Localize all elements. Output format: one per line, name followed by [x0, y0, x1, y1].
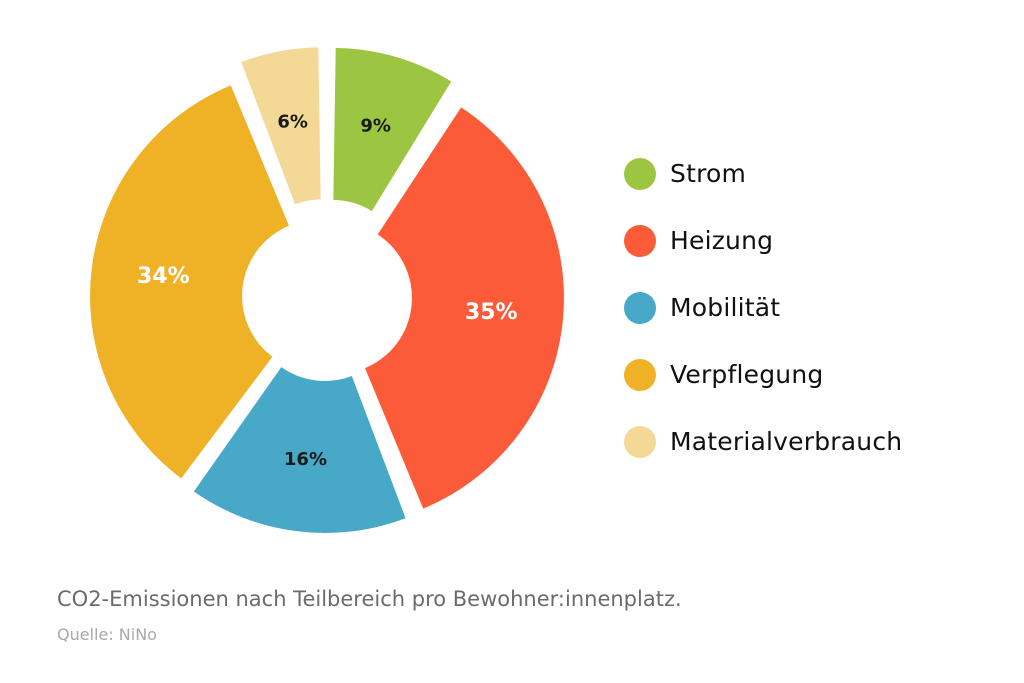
legend-label: Heizung	[670, 226, 774, 255]
slice-verpflegung	[90, 85, 289, 479]
legend-label: Materialverbrauch	[670, 427, 903, 456]
chart-source: Quelle: NiNo	[57, 625, 157, 644]
legend-label: Verpflegung	[670, 360, 824, 389]
donut-chart: 9% 35% 16% 34% 6%	[90, 47, 564, 533]
legend-item-materialverbrauch: Materialverbrauch	[624, 408, 902, 475]
legend-swatch	[624, 224, 656, 257]
legend-label: Strom	[670, 159, 747, 188]
slice-materialverbrauch	[241, 47, 321, 205]
chart-legend: Strom Heizung Mobilität Verpflegung Material…	[624, 140, 902, 475]
legend-swatch	[624, 291, 656, 324]
legend-label: Mobilität	[670, 293, 781, 322]
slice-heizung	[365, 107, 564, 509]
slice-label-verpflegung: 34%	[137, 264, 190, 289]
slice-mobilität	[193, 367, 406, 533]
legend-item-heizung: Heizung	[624, 207, 902, 274]
legend-swatch	[624, 425, 656, 458]
chart-caption: CO2-Emissionen nach Teilbereich pro Bewo…	[57, 587, 682, 611]
legend-swatch	[624, 157, 656, 190]
legend-item-strom: Strom	[624, 140, 902, 207]
legend-item-verpflegung: Verpflegung	[624, 341, 902, 408]
legend-item-mobilität: Mobilität	[624, 274, 902, 341]
slice-label-mobilität: 16%	[284, 449, 327, 470]
slice-label-heizung: 35%	[465, 300, 518, 325]
slice-label-materialverbrauch: 6%	[277, 112, 308, 133]
legend-swatch	[624, 358, 656, 391]
slice-label-strom: 9%	[360, 116, 391, 137]
slice-strom	[333, 47, 452, 212]
donut-hole	[250, 221, 402, 373]
